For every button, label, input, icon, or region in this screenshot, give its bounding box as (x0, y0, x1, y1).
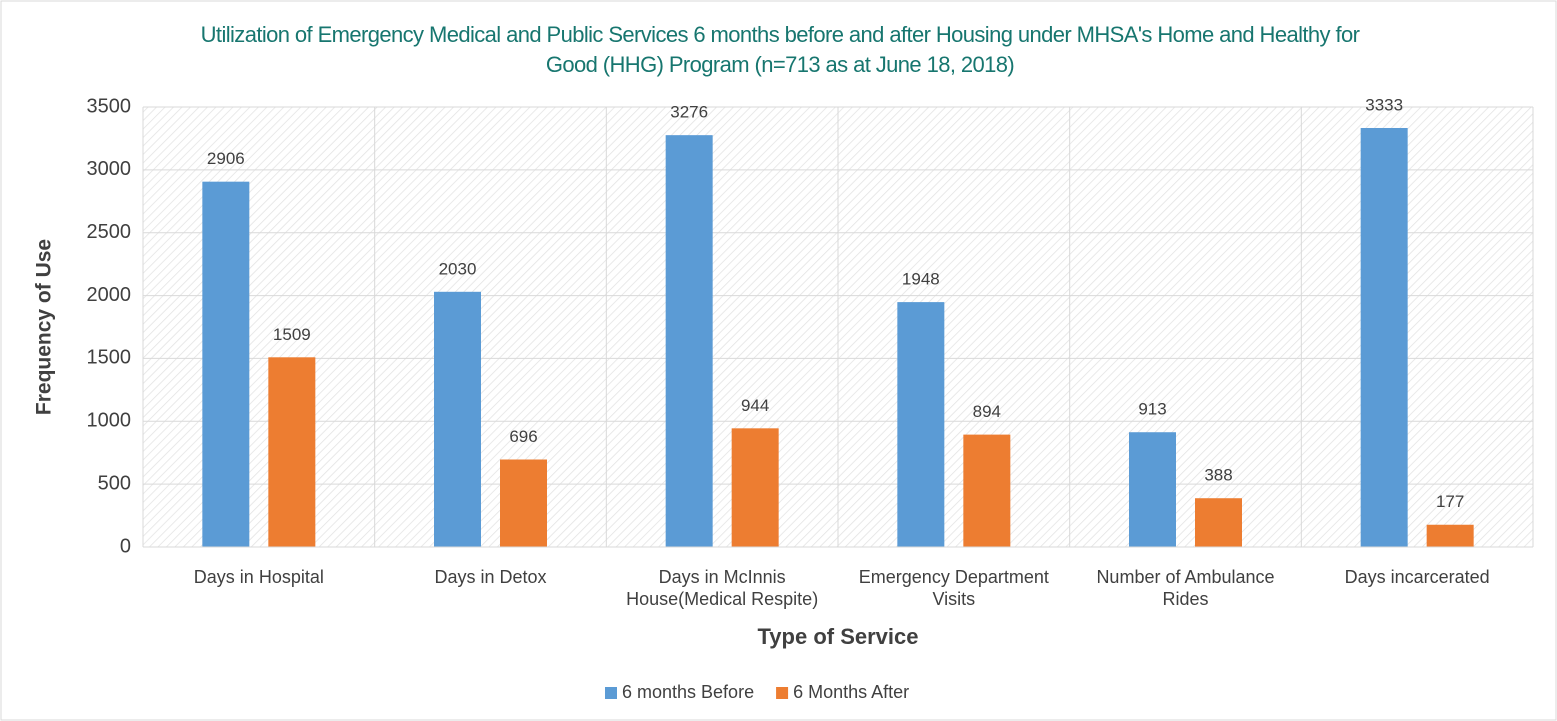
data-label: 3333 (1365, 95, 1403, 114)
bar (268, 357, 316, 547)
x-tick-label: Days incarcerated (1344, 567, 1490, 587)
x-axis-title: Type of Service (758, 624, 919, 649)
x-tick-label: Days in McInnis House(Medical Respite) (626, 567, 819, 609)
bar (897, 302, 945, 547)
bar (665, 135, 713, 547)
data-label: 696 (509, 427, 537, 446)
bar (1129, 432, 1176, 547)
legend-swatch (605, 687, 617, 699)
x-tick-label: Number of Ambulance Rides (1096, 567, 1275, 609)
data-label: 2030 (439, 259, 477, 278)
data-label: 913 (1138, 400, 1166, 419)
legend-label: 6 months Before (622, 682, 754, 702)
data-label: 388 (1204, 466, 1232, 485)
x-tick-label: Days in Hospital (193, 567, 324, 587)
bar (202, 181, 250, 547)
y-tick-label: 500 (98, 472, 131, 494)
data-label: 1509 (273, 325, 311, 344)
chart-title: Utilization of Emergency Medical and Pub… (200, 22, 1360, 77)
x-tick-label: Days in Detox (434, 567, 547, 587)
data-label: 1948 (902, 270, 940, 289)
data-label: 944 (741, 396, 769, 415)
y-axis-title: Frequency of Use (33, 239, 56, 415)
y-tick-label: 0 (120, 535, 131, 557)
legend-label: 6 Months After (793, 682, 909, 702)
y-tick-label: 1000 (87, 410, 132, 432)
data-label: 3276 (670, 103, 708, 122)
y-tick-label: 2500 (87, 221, 132, 243)
data-label: 177 (1436, 492, 1464, 511)
data-label: 894 (973, 402, 1001, 421)
bar (963, 434, 1011, 547)
x-tick-label: Emergency Department Visits (858, 567, 1049, 609)
legend-swatch (776, 687, 789, 699)
bar (1195, 498, 1242, 547)
y-tick-label: 2000 (87, 284, 132, 306)
y-tick-label: 3500 (87, 95, 132, 117)
data-label: 2906 (207, 149, 245, 168)
y-tick-label: 1500 (87, 347, 132, 369)
bar (500, 459, 547, 547)
bar (1426, 524, 1474, 547)
y-tick-label: 3000 (87, 158, 132, 180)
bar (1360, 127, 1408, 547)
bar (731, 428, 779, 547)
bar (434, 291, 481, 547)
